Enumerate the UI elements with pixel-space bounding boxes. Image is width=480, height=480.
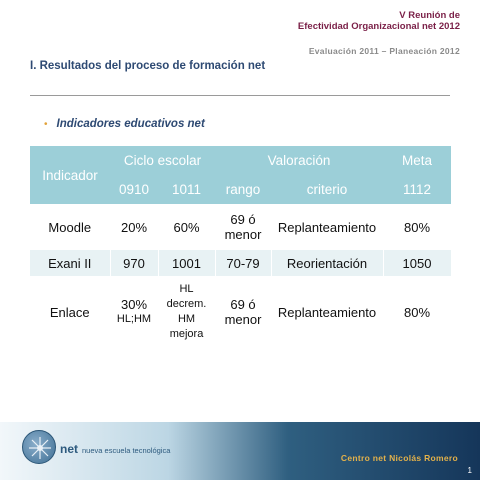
- cell-indicador: Enlace: [30, 276, 111, 348]
- cell-0910: 20%: [110, 204, 159, 250]
- presentation-subtitle: Evaluación 2011 – Planeación 2012: [308, 46, 460, 56]
- cell-1011-line: mejora: [169, 328, 204, 340]
- cell-1011-line: HL: [179, 283, 194, 295]
- header-ciclo-escolar: Ciclo escolar: [110, 146, 215, 174]
- cell-1011: 60%: [158, 204, 216, 250]
- cell-rango-line: 69 ó: [230, 212, 256, 227]
- cell-0910-line: HL;HM: [116, 313, 152, 325]
- cell-0910: 30% HL;HM: [110, 276, 159, 348]
- cell-criterio: Reorientación: [271, 250, 384, 276]
- brand-name: net nueva escuela tecnológica: [60, 442, 170, 456]
- divider-line: [30, 95, 450, 96]
- cell-1011-line: decrem.: [166, 298, 207, 310]
- header-criterio: criterio: [271, 174, 384, 204]
- bullet-text: Indicadores educativos net: [56, 118, 205, 130]
- brand-net: net: [60, 442, 78, 456]
- cell-1011-line: HM: [177, 313, 196, 325]
- header-indicador: Indicador: [30, 146, 110, 204]
- section-title: I. Resultados del proceso de formación n…: [30, 60, 266, 72]
- bullet-dot-icon: •: [44, 118, 48, 130]
- cell-1011: 1001: [158, 250, 216, 276]
- cell-0910: 970: [110, 250, 159, 276]
- cell-meta: 80%: [383, 276, 452, 348]
- cell-indicador: Moodle: [30, 204, 111, 250]
- indicators-table: Indicador Ciclo escolar Valoración Meta …: [30, 146, 452, 348]
- net-logo-icon: [22, 430, 56, 464]
- cell-criterio: Replanteamiento: [271, 204, 384, 250]
- cell-criterio: Replanteamiento: [271, 276, 384, 348]
- cell-rango-line: 69 ó: [230, 297, 256, 312]
- cell-rango: 69 ó menor: [215, 276, 272, 348]
- table-row: Exani II 970 1001 70-79 Reorientación 10…: [30, 250, 452, 276]
- cell-meta: 80%: [383, 204, 452, 250]
- brand-tagline: nueva escuela tecnológica: [82, 446, 171, 455]
- title-line-2: Efectividad Organizacional net 2012: [297, 21, 460, 32]
- cell-rango: 69 ó menor: [215, 204, 272, 250]
- cell-rango: 70-79: [215, 250, 272, 276]
- header-rango: rango: [215, 174, 271, 204]
- presentation-title: V Reunión de Efectividad Organizacional …: [298, 10, 460, 32]
- header-valoracion: Valoración: [215, 146, 384, 174]
- header-meta-1112: 1112: [383, 174, 452, 204]
- page-number: 1: [467, 466, 472, 475]
- title-line-1: V Reunión de: [399, 10, 460, 21]
- cell-0910-line: 30%: [120, 297, 148, 312]
- cell-rango-line: menor: [224, 312, 262, 327]
- footer-banner: net nueva escuela tecnológica Centro net…: [0, 422, 480, 480]
- header-meta: Meta: [383, 146, 452, 174]
- cell-rango-line: menor: [224, 227, 262, 242]
- cell-indicador: Exani II: [30, 250, 111, 276]
- header-1011: 1011: [158, 174, 215, 204]
- bullet-item: • Indicadores educativos net: [44, 118, 205, 130]
- cell-1011: HL decrem. HM mejora: [158, 276, 216, 348]
- table-row: Moodle 20% 60% 69 ó menor Replanteamient…: [30, 204, 452, 250]
- table-row: Enlace 30% HL;HM HL decrem. HM mejora 69…: [30, 276, 452, 348]
- header-0910: 0910: [110, 174, 158, 204]
- cell-meta: 1050: [383, 250, 452, 276]
- center-name: Centro net Nicolás Romero: [340, 453, 458, 463]
